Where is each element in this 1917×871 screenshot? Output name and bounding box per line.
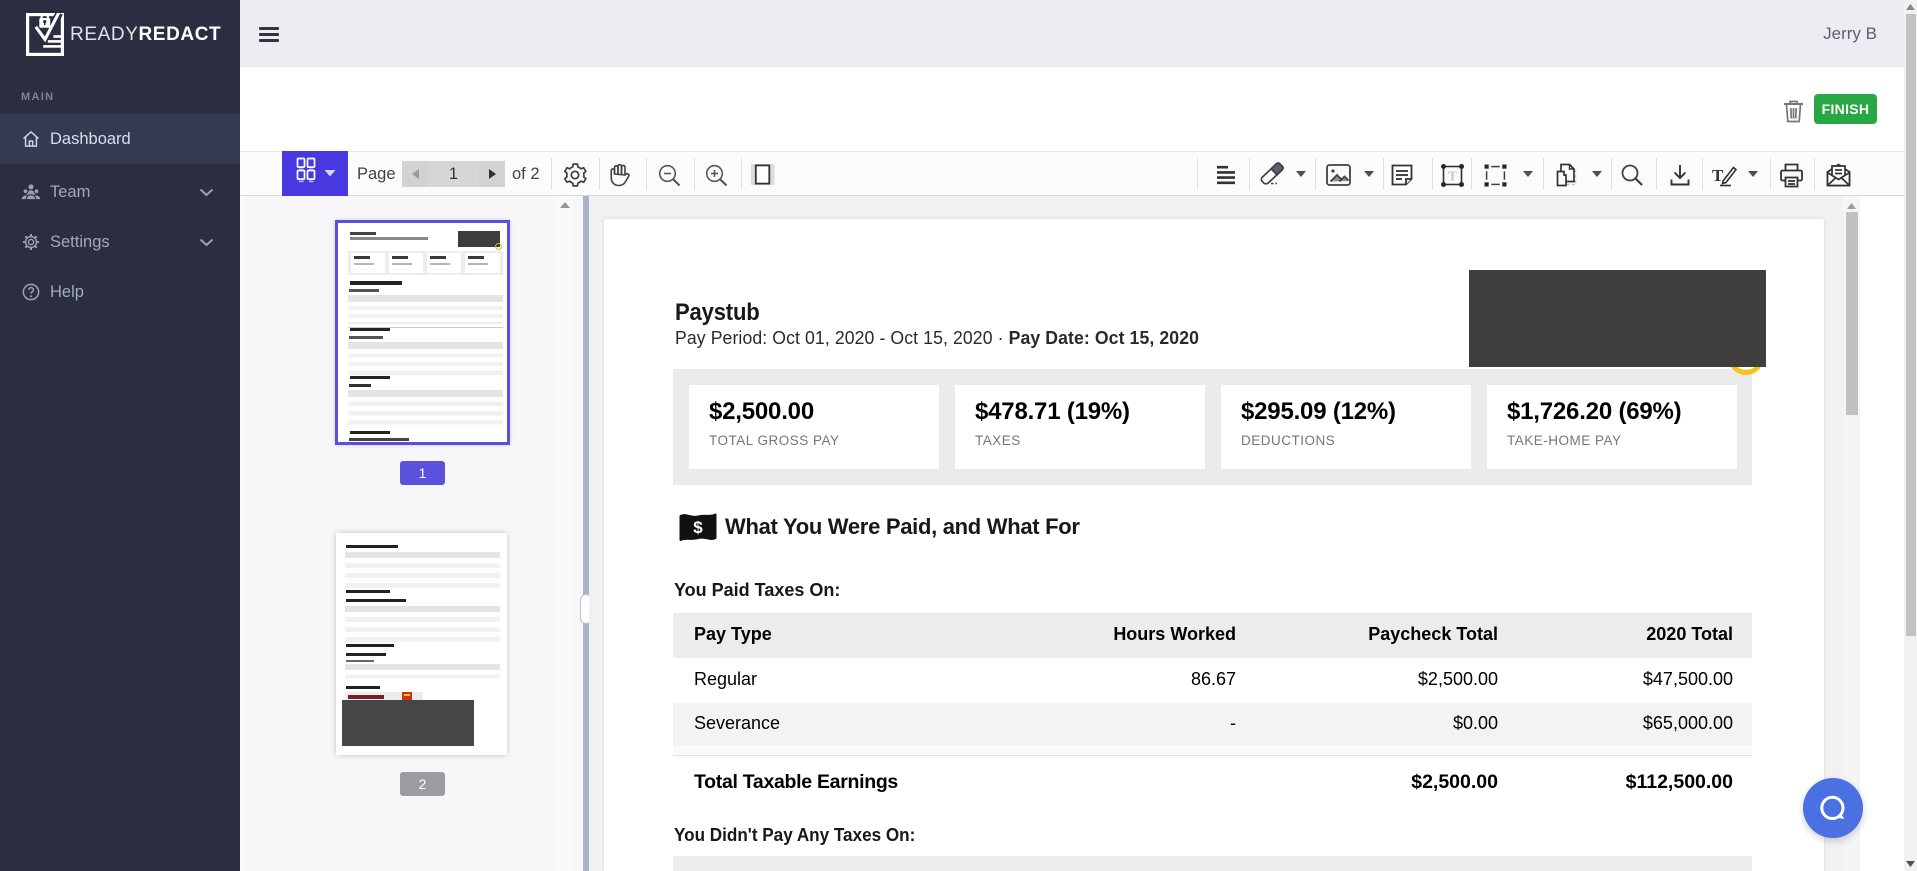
svg-text:T: T: [1712, 166, 1724, 185]
svg-text:$: $: [693, 518, 703, 537]
svg-text:T: T: [1448, 168, 1457, 183]
